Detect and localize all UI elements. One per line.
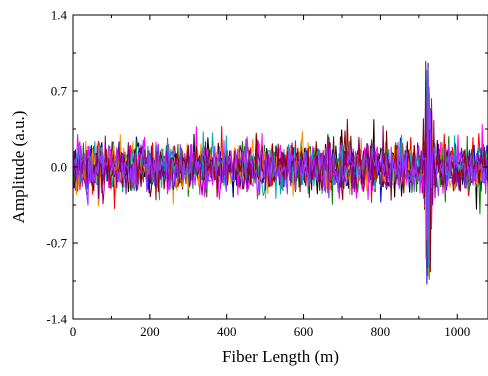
y-axis-title: Amplitude (a.u.) bbox=[9, 111, 28, 224]
y-tick-label: 0.0 bbox=[51, 160, 67, 175]
x-tick-label: 200 bbox=[140, 324, 160, 339]
x-tick-label: 0 bbox=[70, 324, 77, 339]
y-tick-label: -1.4 bbox=[46, 312, 67, 327]
x-tick-label: 600 bbox=[294, 324, 314, 339]
ticks-layer: 0 200 400 600 800 1000 -1.4 -0.7 0.0 0.7 1.4 bbox=[46, 8, 488, 339]
series-line bbox=[72, 110, 488, 273]
series-layer bbox=[72, 60, 488, 285]
x-tick-label: 1000 bbox=[444, 324, 470, 339]
series-line bbox=[72, 69, 488, 265]
y-tick-label: 0.7 bbox=[51, 84, 68, 99]
y-tick-label: -0.7 bbox=[46, 236, 67, 251]
y-tick-label: 1.4 bbox=[51, 8, 68, 23]
series-line bbox=[72, 70, 488, 268]
x-tick-label: 400 bbox=[217, 324, 237, 339]
x-axis-title: Fiber Length (m) bbox=[222, 347, 339, 366]
x-tick-label: 800 bbox=[371, 324, 391, 339]
